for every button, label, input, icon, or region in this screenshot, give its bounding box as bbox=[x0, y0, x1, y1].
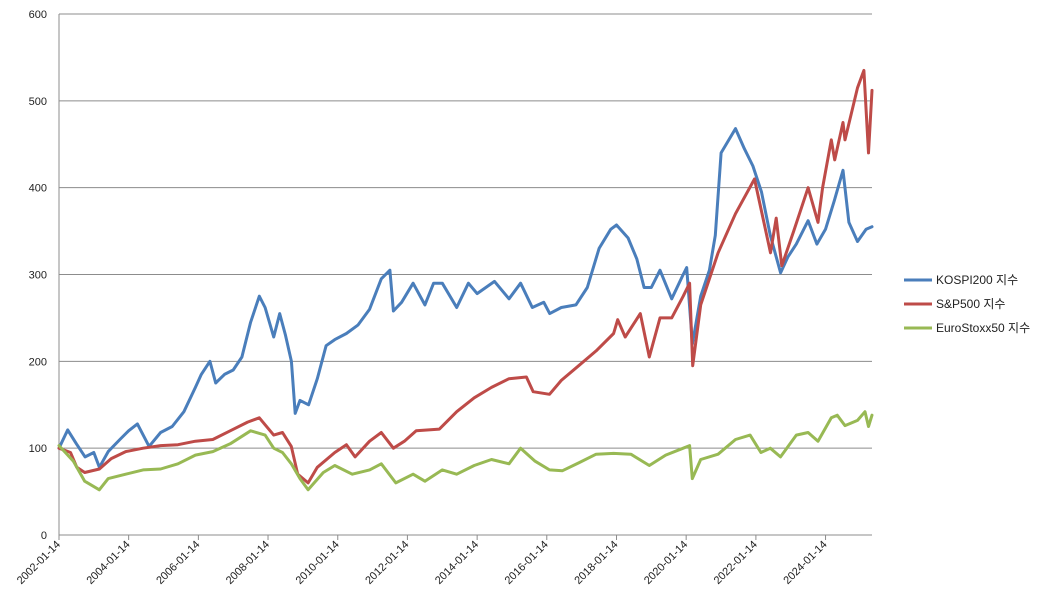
legend-label: S&P500 지수 bbox=[936, 297, 1005, 311]
y-tick-label: 400 bbox=[29, 183, 47, 195]
legend-label: EuroStoxx50 지수 bbox=[936, 321, 1030, 335]
legend: KOSPI200 지수 S&P500 지수 EuroStoxx50 지수 bbox=[904, 273, 1030, 335]
y-tick-label: 600 bbox=[29, 9, 47, 21]
y-tick-label: 200 bbox=[29, 356, 47, 368]
y-tick-label: 0 bbox=[41, 530, 47, 542]
x-tick-label: 2008-01-14 bbox=[224, 539, 272, 587]
y-tick-label: 100 bbox=[29, 443, 47, 455]
x-tick-label: 2020-01-14 bbox=[642, 539, 690, 587]
x-tick-label: 2006-01-14 bbox=[154, 539, 202, 587]
x-tick-label: 2014-01-14 bbox=[433, 539, 481, 587]
x-tick-label: 2024-01-14 bbox=[781, 539, 829, 587]
x-tick-label: 2016-01-14 bbox=[503, 539, 551, 587]
x-tick-label: 2010-01-14 bbox=[294, 539, 342, 587]
series-lines bbox=[57, 68, 874, 492]
series-line-3 bbox=[57, 410, 874, 492]
grid-lines bbox=[59, 13, 872, 449]
legend-label: KOSPI200 지수 bbox=[936, 273, 1018, 287]
x-tick-label: 2002-01-14 bbox=[15, 539, 63, 587]
x-tick-label: 2018-01-14 bbox=[572, 539, 620, 587]
series-line-2 bbox=[57, 68, 874, 485]
x-tick-label: 2012-01-14 bbox=[363, 539, 411, 587]
y-tick-label: 300 bbox=[29, 270, 47, 282]
series-line-1 bbox=[57, 127, 874, 469]
x-tick-label: 2022-01-14 bbox=[712, 539, 760, 587]
x-tick-label: 2004-01-14 bbox=[84, 539, 132, 587]
axes: 0 100 200 300 400 500 600 2002-01-14 2004-01-14 2… bbox=[15, 9, 872, 587]
y-tick-label: 500 bbox=[29, 96, 47, 108]
